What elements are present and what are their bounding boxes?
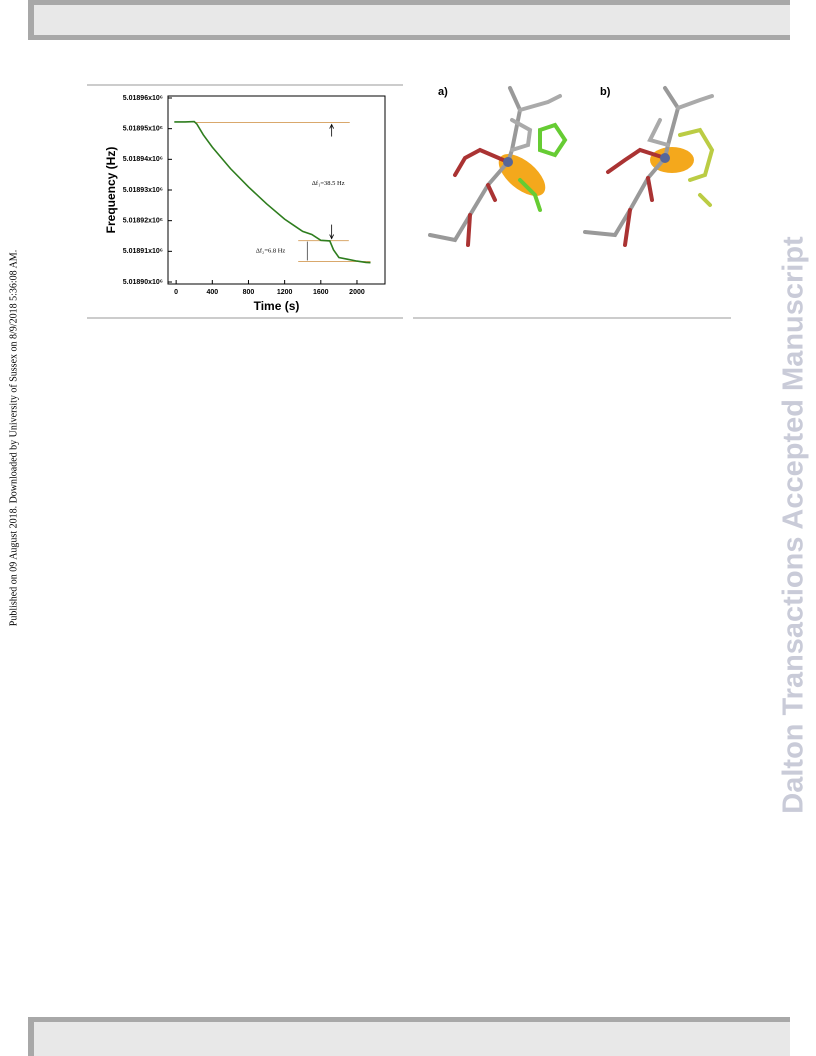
y-axis-label: Frequency (Hz): [104, 147, 118, 234]
footer-inner: [34, 1022, 790, 1056]
y-tick-label: 5.01892x10⁶: [123, 218, 163, 225]
molecule-b: [583, 86, 715, 247]
x-tick-label: 400: [206, 289, 218, 296]
molecule-a: [428, 86, 568, 247]
y-tick-label: 5.01896x10⁶: [123, 95, 163, 102]
x-tick-label: 0: [174, 289, 178, 296]
y-tick-label: 5.01895x10⁶: [123, 126, 163, 133]
plot-frame: [167, 95, 386, 285]
x-tick-label: 2000: [349, 289, 365, 296]
x-tick-label: 1600: [313, 289, 329, 296]
panel-label: b): [600, 86, 611, 98]
y-tick-label: 5.01891x10⁶: [123, 248, 163, 255]
annotation: Δf₁=38.5 Hz: [312, 180, 345, 187]
side-note: Published on 09 August 2018. Downloaded …: [8, 250, 19, 626]
x-axis-label: Time (s): [254, 299, 300, 313]
arrow-head: [329, 234, 335, 240]
y-tick-label: 5.01890x10⁶: [123, 279, 163, 286]
x-tick-label: 800: [243, 289, 255, 296]
y-tick-label: 5.01894x10⁶: [123, 156, 163, 163]
data-line: [174, 120, 371, 264]
y-tick-label: 5.01893x10⁶: [123, 187, 163, 194]
x-tick-label: 1200: [277, 289, 293, 296]
watermark: Dalton Transactions Accepted Manuscript: [778, 236, 810, 814]
chart: 5.01890x10⁶ 5.01891x10⁶ 5.01892x10⁶ 5.01893…: [104, 95, 386, 313]
annotation: Δf₂=6.8 Hz: [256, 248, 286, 255]
arrow-head: [329, 123, 335, 129]
header-inner: [34, 5, 790, 35]
panel-label: a): [438, 86, 448, 98]
